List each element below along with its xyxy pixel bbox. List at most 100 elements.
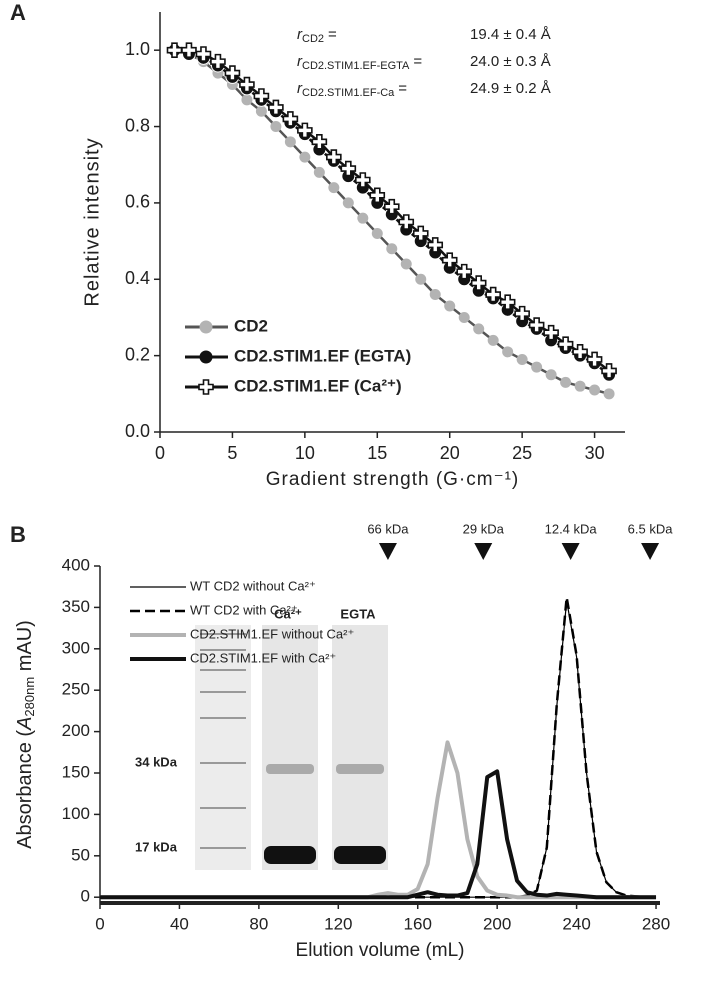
point	[224, 65, 241, 81]
gel-inset: Ca²⁺ EGTA 34 kDa 17 kDa	[135, 606, 388, 870]
point	[589, 384, 601, 396]
annotation-subscript: CD2.STIM1.EF-EGTA	[302, 60, 410, 72]
point	[485, 286, 501, 303]
y-tick-label: 0	[81, 887, 90, 906]
y-tick-label: 1.0	[125, 39, 150, 59]
gel-lane	[262, 625, 318, 870]
y-tick-label: 50	[71, 845, 90, 864]
x-tick-label: 10	[295, 443, 315, 463]
point	[487, 334, 499, 346]
point	[326, 149, 342, 165]
point	[195, 46, 212, 62]
point	[586, 351, 603, 368]
annotation-sign: =	[413, 53, 422, 70]
gel-lane	[195, 625, 251, 870]
point	[181, 42, 197, 58]
point	[299, 151, 311, 163]
point	[516, 353, 528, 365]
x-tick-label: 30	[585, 443, 605, 463]
annotation: rCD2 =	[297, 26, 337, 45]
annotation-subscript: CD2.STIM1.EF-Ca	[302, 87, 395, 99]
y-tick-label: 0.0	[125, 421, 150, 441]
point	[502, 346, 514, 358]
ladder-bands	[200, 633, 246, 849]
x-tick-label: 25	[512, 443, 532, 463]
point	[473, 323, 485, 335]
point	[253, 88, 270, 104]
x-tick-label: 240	[562, 914, 590, 933]
annotation-subscript: CD2	[302, 33, 324, 45]
legend-marker	[199, 350, 213, 364]
y-label-part: 280nm	[22, 677, 37, 717]
x-tick-label: 0	[95, 914, 104, 933]
point	[545, 369, 557, 381]
annotation-value: 24.9 ± 0.2 Å	[470, 80, 551, 97]
point	[340, 160, 357, 177]
legend-label: CD2.STIM1.EF without Ca²⁺	[190, 626, 354, 641]
x-tick-label: 160	[404, 914, 432, 933]
legend-label: CD2.STIM1.EF (Ca²⁺)	[234, 376, 402, 395]
gel-band	[336, 764, 384, 774]
point	[386, 243, 398, 255]
legend-label: CD2.STIM1.EF with Ca²⁺	[190, 650, 336, 665]
point	[560, 376, 572, 388]
point	[270, 121, 282, 133]
x-axis-label: Elution volume (mL)	[296, 940, 465, 961]
y-label-part: Absorbance (	[14, 730, 36, 849]
point	[470, 275, 487, 291]
annotation: rCD2.STIM1.EF-Ca =	[297, 80, 407, 99]
size-marker	[641, 543, 660, 560]
point	[603, 388, 615, 400]
size-label: 34 kDa	[135, 754, 178, 769]
x-tick-label: 280	[642, 914, 670, 933]
y-axis-label: Absorbance (A280nm mAU)	[14, 620, 37, 849]
point	[313, 166, 325, 178]
gel-band	[264, 846, 316, 864]
y-tick-label: 300	[62, 638, 90, 657]
y-tick-label: 400	[62, 555, 90, 574]
point	[601, 363, 617, 379]
x-tick-label: 5	[227, 443, 237, 463]
size-marker-label: 6.5 kDa	[628, 521, 674, 536]
point	[210, 53, 226, 70]
point	[429, 289, 441, 301]
legend-label: CD2	[234, 316, 268, 335]
annotation-value: 24.0 ± 0.3 Å	[470, 53, 551, 70]
x-tick-label: 80	[249, 914, 268, 933]
point	[311, 134, 328, 150]
point	[400, 258, 412, 270]
x-tick-label: 0	[155, 443, 165, 463]
y-tick-label: 150	[62, 762, 90, 781]
point	[268, 99, 284, 116]
annotation-symbol: r	[297, 80, 303, 97]
point	[514, 305, 530, 322]
size-marker	[561, 543, 580, 560]
size-label: 17 kDa	[135, 839, 178, 854]
point	[239, 76, 255, 93]
x-tick-label: 200	[483, 914, 511, 933]
point	[255, 105, 267, 117]
annotation-value: 19.4 ± 0.4 Å	[470, 26, 551, 43]
point	[342, 197, 354, 209]
point	[572, 344, 588, 360]
point	[355, 172, 371, 188]
point	[441, 252, 458, 268]
point	[499, 294, 516, 310]
x-axis-label: Gradient strength (G·cm⁻¹)	[266, 469, 520, 490]
point	[357, 212, 369, 224]
point	[531, 361, 543, 373]
y-axis-label: Relative intensity	[81, 137, 103, 306]
point	[371, 227, 383, 239]
legend-marker	[198, 379, 214, 395]
point	[383, 198, 400, 215]
trace	[100, 769, 657, 900]
point	[282, 111, 299, 127]
gel-band	[266, 764, 314, 774]
size-marker-label: 29 kDa	[463, 521, 505, 536]
point	[574, 380, 586, 392]
y-tick-label: 100	[62, 804, 90, 823]
gel-band	[334, 846, 386, 864]
point	[456, 263, 473, 280]
x-tick-label: 15	[367, 443, 387, 463]
